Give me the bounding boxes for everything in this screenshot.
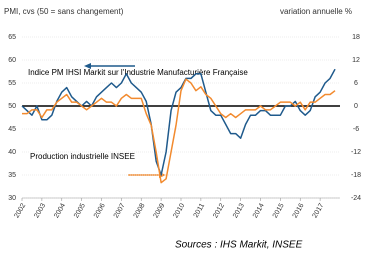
y-tick-label: 55 [8, 80, 16, 87]
y-tick-label: 60 [8, 57, 16, 64]
y2-tick-label: 0 [354, 103, 358, 110]
x-tick-label: 2016 [292, 202, 306, 219]
y-tick-label: 65 [8, 34, 16, 41]
series-line [22, 78, 336, 184]
x-tick-label: 2011 [193, 202, 207, 219]
arrow [84, 63, 135, 69]
x-tick-label: 2017 [312, 202, 326, 219]
y2-axis-title: variation annuelle % [280, 7, 352, 16]
x-tick-label: 2003 [33, 202, 47, 219]
y-tick-label: 50 [8, 103, 16, 110]
x-tick-label: 2007 [113, 202, 127, 219]
x-tick-label: 2015 [272, 202, 286, 219]
y2-tick-label: -6 [353, 126, 359, 133]
y2-tick-label: 18 [352, 34, 360, 41]
y2-tick-label: 12 [352, 57, 360, 64]
x-tick-label: 2014 [252, 202, 266, 219]
series-line [21, 68, 336, 176]
x-tick-label: 2002 [13, 202, 27, 219]
y2-tick-label: -18 [351, 172, 361, 179]
y-tick-label: 40 [8, 149, 16, 156]
x-tick-label: 2006 [93, 202, 107, 219]
y2-tick-label: -12 [351, 149, 361, 156]
y-axis-title: PMI, cvs (50 = sans changement) [4, 7, 124, 16]
x-tick-label: 2009 [153, 202, 167, 219]
annotation: Indice PM IHSI Markit sur l'Industrie Ma… [28, 68, 248, 77]
x-tick-label: 2005 [73, 202, 87, 219]
y2-tick-label: -24 [351, 195, 361, 202]
x-tick-label: 2013 [232, 202, 246, 219]
y2-tick-label: 6 [354, 80, 358, 87]
x-tick-label: 2012 [212, 202, 226, 219]
x-tick-label: 2010 [172, 202, 186, 219]
y-tick-label: 35 [8, 172, 16, 179]
x-tick-label: 2008 [133, 202, 147, 219]
annotation: Production industrielle INSEE [30, 152, 135, 161]
source: Sources : IHS Markit, INSEE [175, 240, 303, 251]
x-tick-label: 2004 [53, 202, 67, 219]
y-tick-label: 45 [8, 126, 16, 133]
y-tick-label: 30 [8, 195, 16, 202]
